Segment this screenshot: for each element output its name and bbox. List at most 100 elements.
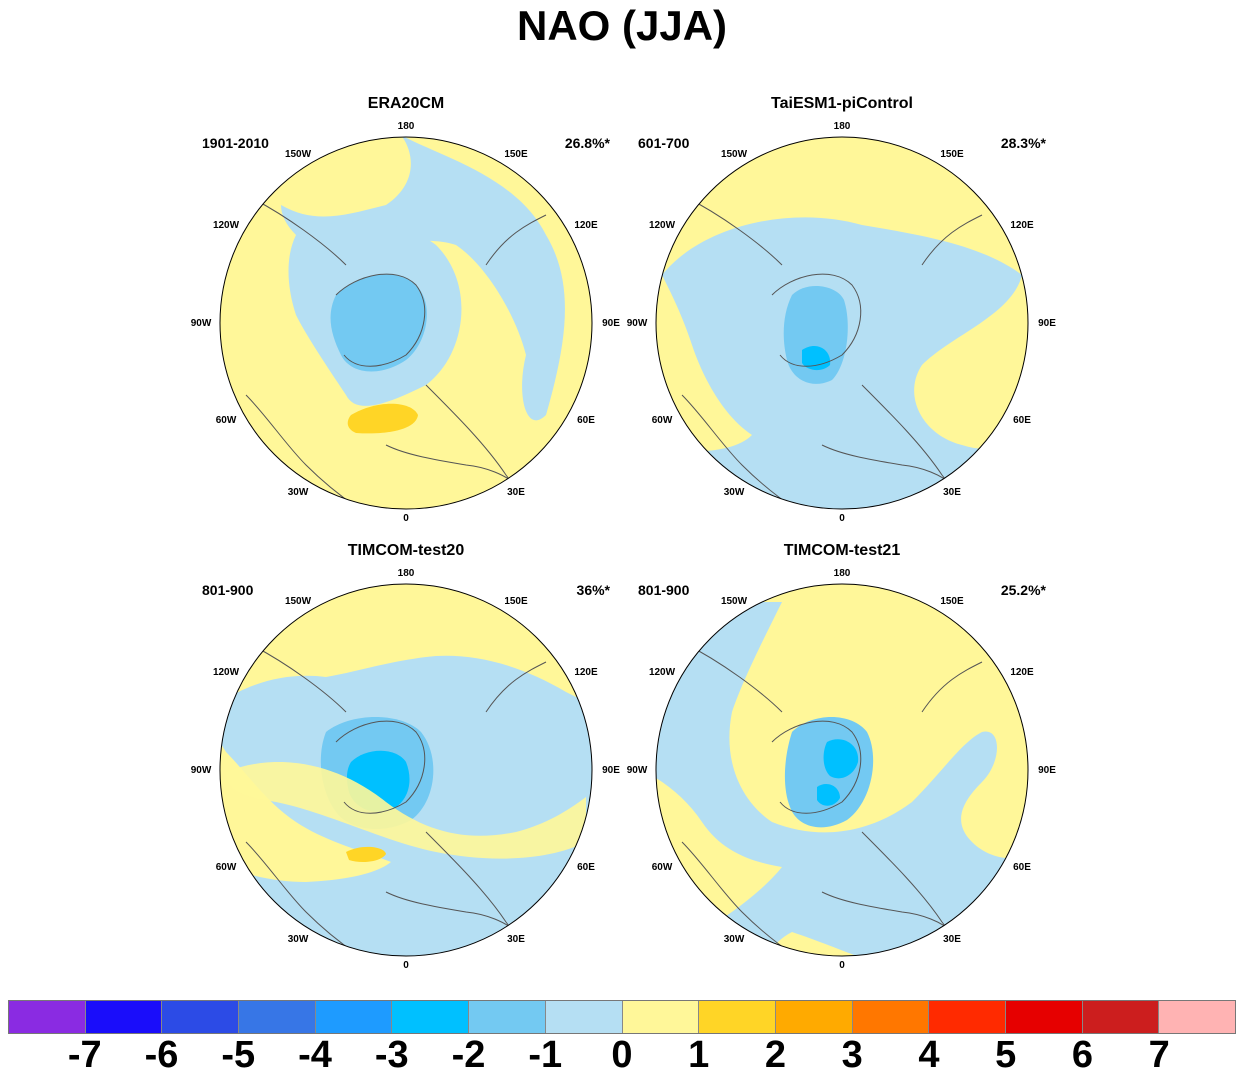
longitude-label: 90W [627, 318, 648, 329]
colorbar-tick-label: -2 [451, 1034, 486, 1076]
longitude-label: 120E [1010, 220, 1034, 231]
map-panel: TaiESM1-piControl 601-700 28.3%* 180 150E… [622, 95, 1062, 535]
longitude-label: 180 [834, 121, 851, 132]
colorbar-tick-label: 1 [688, 1034, 710, 1076]
colorbar-swatch [545, 1001, 623, 1033]
longitude-label: 60E [577, 862, 595, 873]
colorbar [8, 1000, 1236, 1034]
longitude-label: 180 [834, 568, 851, 579]
longitude-label: 30E [943, 934, 961, 945]
panel-variance: 25.2%* [1000, 582, 1046, 598]
panel-period: 801-900 [638, 582, 690, 598]
negative-anomaly-core [330, 274, 427, 372]
map-boundary [219, 136, 593, 510]
colorbar-tick-label: -3 [374, 1034, 409, 1076]
longitude-label: 30E [943, 487, 961, 498]
longitude-label: 30W [724, 487, 745, 498]
panel-period: 801-900 [202, 582, 254, 598]
longitude-label: 60E [577, 415, 595, 426]
longitude-label: 120E [574, 220, 598, 231]
colorbar-tick-label: 3 [841, 1034, 863, 1076]
panel-variance: 36%* [576, 582, 610, 598]
map-panel: ERA20CM 1901-2010 26.8%* 180 150E 120E 90E 6… [186, 95, 626, 535]
colorbar-tick-label: -5 [221, 1034, 256, 1076]
longitude-label: 150E [940, 149, 964, 160]
panel-title: TIMCOM-test20 [347, 542, 465, 559]
longitude-label: 0 [839, 513, 845, 524]
negative-anomaly-core [823, 739, 859, 779]
polar-map: 180 150E 120E 90E 60E 30E 0 30W 60W 90W 120W 150W [191, 121, 621, 524]
colorbar-tick-label: 6 [1071, 1034, 1094, 1076]
colorbar-swatch [852, 1001, 930, 1033]
negative-anomaly-core [783, 285, 848, 384]
longitude-label: 30E [507, 934, 525, 945]
panel-title: TIMCOM-test21 [783, 542, 901, 559]
positive-anomaly-core [346, 846, 386, 862]
longitude-label: 150W [721, 149, 748, 160]
map-boundary [219, 583, 593, 957]
colorbar-swatch [699, 1001, 776, 1033]
colorbar-tick-label: -7 [67, 1034, 102, 1076]
longitude-label: 150E [940, 596, 964, 607]
longitude-label: 90E [602, 318, 620, 329]
longitude-label: 150W [285, 149, 312, 160]
longitude-label: 90E [602, 765, 620, 776]
longitude-label: 120W [649, 667, 676, 678]
polar-map: 180 150E 120E 90E 60E 30E 0 30W 60W 90W 120W 150W [627, 121, 1057, 524]
longitude-label: 60W [216, 415, 237, 426]
longitude-label: 120W [213, 220, 240, 231]
longitude-label: 30E [507, 487, 525, 498]
panel-period: 601-700 [638, 135, 690, 151]
colorbar-swatch [9, 1001, 86, 1033]
colorbar-swatch [85, 1001, 163, 1033]
panel-variance: 28.3%* [1000, 135, 1046, 151]
map-panel: TIMCOM-test20 801-900 36%* 180 150E 120E 90… [186, 542, 626, 982]
colorbar-swatch [775, 1001, 853, 1033]
longitude-label: 0 [403, 960, 409, 971]
polar-map: 180 150E 120E 90E 60E 30E 0 30W 60W 90W 120W 150W [191, 568, 621, 971]
longitude-label: 90E [1038, 765, 1056, 776]
positive-anomaly-region [781, 622, 935, 713]
longitude-label: 90W [191, 765, 212, 776]
longitude-label: 120E [1010, 667, 1034, 678]
colorbar-swatch [929, 1001, 1006, 1033]
longitude-label: 90W [627, 765, 648, 776]
longitude-label: 30W [724, 934, 745, 945]
polar-map: 180 150E 120E 90E 60E 30E 0 30W 60W 90W 120W 150W [627, 568, 1057, 971]
colorbar-swatch [1159, 1001, 1235, 1033]
panel-title: ERA20CM [367, 95, 445, 112]
colorbar-tick-label: 4 [918, 1034, 940, 1076]
colorbar-swatch [392, 1001, 470, 1033]
colorbar-tick-label: 7 [1148, 1034, 1170, 1076]
colorbar-swatch [1082, 1001, 1160, 1033]
panel-title: TaiESM1-piControl [771, 95, 913, 112]
longitude-label: 30W [288, 487, 309, 498]
negative-anomaly-region [281, 137, 565, 421]
longitude-label: 90E [1038, 318, 1056, 329]
longitude-label: 0 [403, 513, 409, 524]
longitude-label: 30W [288, 934, 309, 945]
longitude-label: 120E [574, 667, 598, 678]
colorbar-swatch [469, 1001, 546, 1033]
longitude-label: 60W [652, 415, 673, 426]
positive-anomaly-core [347, 403, 418, 434]
longitude-label: 150W [285, 596, 312, 607]
longitude-label: 180 [398, 568, 415, 579]
map-boundary [655, 583, 1029, 957]
colorbar-tick-label: 5 [995, 1034, 1017, 1076]
colorbar-swatch [162, 1001, 240, 1033]
colorbar-swatch [622, 1001, 700, 1033]
longitude-label: 60E [1013, 862, 1031, 873]
colorbar-swatch [1005, 1001, 1083, 1033]
colorbar-swatch [239, 1001, 316, 1033]
positive-anomaly-band [226, 762, 586, 859]
longitude-label: 60W [652, 862, 673, 873]
longitude-label: 90W [191, 318, 212, 329]
negative-anomaly-region [656, 217, 1028, 509]
longitude-label: 150W [721, 596, 748, 607]
longitude-label: 60W [216, 862, 237, 873]
colorbar-tick-label: -4 [298, 1034, 332, 1076]
colorbar-swatch [315, 1001, 393, 1033]
colorbar-tick-label: -1 [528, 1034, 563, 1076]
longitude-label: 60E [1013, 415, 1031, 426]
